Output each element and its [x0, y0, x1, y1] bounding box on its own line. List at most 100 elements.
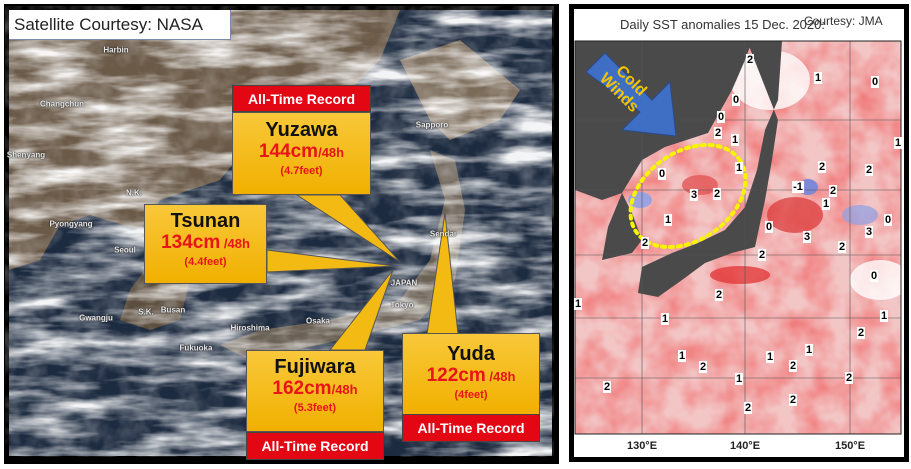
anomaly-contour-label: 0 [883, 214, 893, 226]
callout-feet: (4.7feet) [280, 165, 323, 177]
callout-fujiwara: Fujiwara 162cm/48h (5.3feet) [246, 350, 384, 432]
amount-period: /48h [485, 369, 516, 384]
anomaly-contour-label: 2 [714, 289, 724, 301]
callout-amount: 122cm /48h [403, 365, 539, 388]
place-label: JAPAN [390, 278, 418, 288]
anomaly-contour-label: 1 [765, 351, 775, 363]
anomaly-contour-label: 2 [698, 361, 708, 373]
place-label: Hiroshima [230, 323, 270, 333]
callout-amount: 144cm/48h [233, 141, 370, 164]
yuzawa-record-badge: All-Time Record [232, 85, 371, 112]
place-label: Sapporo [415, 120, 449, 130]
anomaly-contour-label: 0 [870, 76, 880, 88]
place-label: Tokyo [390, 300, 414, 310]
place-label: Busan [160, 305, 186, 315]
place-label: N.K. [126, 188, 142, 198]
map-frame [574, 40, 902, 435]
anomaly-contour-label: 1 [813, 72, 823, 84]
satellite-credit: Satellite Courtesy: NASA [9, 10, 231, 40]
anomaly-contour-label: 2 [817, 161, 827, 173]
lon-tick-140: 140°E [729, 440, 761, 452]
place-label: Harbin [103, 45, 129, 55]
anomaly-contour-label: -1 [792, 181, 804, 193]
place-label: Seoul [114, 245, 136, 255]
anomaly-contour-label: 2 [757, 249, 767, 261]
anomaly-contour-label: 2 [837, 241, 847, 253]
japan-land [638, 41, 782, 297]
place-label: S.K. [138, 307, 154, 317]
anomaly-contour-label: 1 [663, 214, 673, 226]
place-label: Shenyang [6, 150, 46, 160]
callout-name: Yuzawa [265, 119, 338, 141]
anomaly-contour-label: 0 [764, 221, 774, 233]
anomaly-contour-label: 2 [788, 394, 798, 406]
korea-land [602, 193, 642, 260]
cool-anomaly [842, 205, 878, 225]
place-label: Gwangju [79, 313, 113, 323]
yuda-record-badge: All-Time Record [402, 414, 540, 442]
anomaly-contour-label: 1 [660, 313, 670, 325]
callout-amount: 162cm/48h [247, 378, 383, 401]
anomaly-contour-label: 1 [893, 137, 903, 149]
anomaly-contour-label: 1 [573, 298, 583, 310]
warm-anomaly [710, 266, 770, 284]
place-label: Changchun [40, 99, 84, 109]
anomaly-contour-label: 2 [640, 237, 650, 249]
amount-period: /48h [220, 236, 250, 251]
highlight-ellipse [628, 142, 748, 250]
amount-value: 122cm [426, 365, 486, 386]
anomaly-contour-label: 2 [864, 164, 874, 176]
callout-yuzawa: Yuzawa 144cm/48h (4.7feet) [232, 112, 371, 195]
amount-value: 144cm [258, 141, 319, 162]
callout-feet: (5.3feet) [293, 402, 337, 414]
anomaly-contour-label: 2 [743, 402, 753, 414]
place-label: Fukuoka [179, 343, 213, 353]
anomaly-contour-label: 1 [677, 350, 687, 362]
anomaly-contour-label: 2 [745, 54, 755, 66]
fujiwara-record-badge: All-Time Record [246, 432, 384, 460]
amount-period: /48h [331, 382, 358, 397]
anomaly-contour-label: 1 [734, 373, 744, 385]
anomaly-contour-label: 1 [879, 310, 889, 322]
anomaly-contour-label: 2 [828, 185, 838, 197]
callout-tsunan: Tsunan 134cm /48h (4.4feet) [144, 204, 267, 284]
amount-value: 134cm [161, 232, 221, 253]
anomaly-contour-label: 3 [864, 226, 874, 238]
place-label: Pyongyang [49, 219, 93, 229]
anomaly-contour-label: 0 [716, 111, 726, 123]
anomaly-contour-label: 1 [730, 134, 740, 146]
callout-name: Fujiwara [274, 356, 356, 378]
anomaly-contour-label: 2 [712, 188, 722, 200]
cold-wind-arrow-icon [585, 52, 677, 137]
callout-amount: 134cm /48h [145, 232, 266, 255]
callout-feet: (4feet) [454, 389, 488, 401]
callout-feet: (4.4feet) [184, 256, 227, 268]
anomaly-contour-label: 2 [788, 360, 798, 372]
lon-tick-150: 150°E [834, 440, 866, 452]
yuzawa-pointer [295, 194, 401, 263]
anomaly-contour-label: 3 [689, 189, 699, 201]
anomaly-contour-label: 1 [734, 162, 744, 174]
anomaly-contour-label: 2 [856, 327, 866, 339]
anomaly-contour-label: 0 [657, 168, 667, 180]
amount-value: 162cm [272, 378, 332, 399]
callout-yuda: Yuda 122cm /48h (4feet) [402, 333, 540, 415]
anomaly-contour-label: 1 [804, 344, 814, 356]
anomaly-contour-label: 3 [802, 231, 812, 243]
sst-credit: Courtesy: JMA [804, 14, 883, 28]
warm-anomaly [767, 197, 823, 233]
anomaly-contour-label: 0 [731, 94, 741, 106]
anomaly-contour-label: 2 [602, 381, 612, 393]
anomaly-contour-label: 2 [713, 127, 723, 139]
place-label: Sendai [429, 229, 457, 239]
callout-name: Tsunan [170, 210, 241, 232]
place-label: Osaka [305, 316, 331, 326]
callout-name: Yuda [447, 343, 495, 365]
tsunan-pointer [266, 249, 396, 273]
anomaly-contour-label: 1 [821, 198, 831, 210]
sst-title: Daily SST anomalies 15 Dec. 2020: [620, 17, 825, 32]
anomaly-contour-label: 0 [869, 270, 879, 282]
amount-period: /48h [318, 145, 345, 160]
lon-tick-130: 130°E [626, 440, 658, 452]
